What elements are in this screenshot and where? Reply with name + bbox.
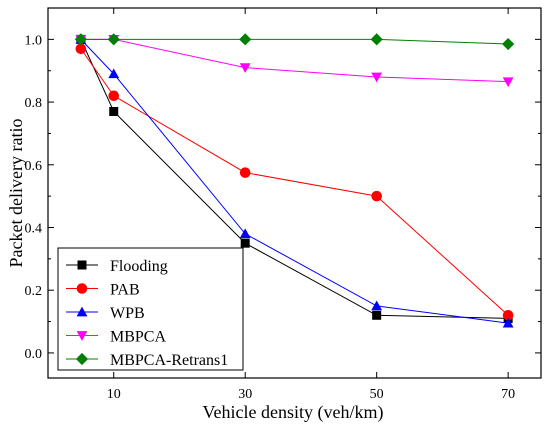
x-axis-label: Vehicle density (veh/km)	[203, 402, 384, 423]
x-tick-label: 70	[501, 387, 515, 402]
legend-item: WPB	[66, 305, 145, 322]
data-point	[74, 33, 87, 46]
data-point	[75, 43, 87, 55]
data-point	[239, 228, 251, 239]
legend-label: WPB	[110, 305, 145, 322]
y-tick-label: 1.0	[25, 33, 43, 48]
axis-ticks: 10 30 50 70 0.0 0.2 0.4 0.6 0.8 1.0	[25, 8, 541, 402]
legend-marker	[76, 331, 88, 341]
legend: Flooding PAB WPB MBPCA MBPCA-Retrans1	[57, 247, 244, 371]
legend-marker	[76, 306, 88, 317]
x-tick-label: 30	[238, 387, 252, 402]
y-tick-label: 0.0	[25, 347, 43, 362]
x-tick-label: 50	[370, 387, 384, 402]
data-point	[371, 190, 382, 202]
data-point	[502, 37, 515, 51]
data-point	[109, 106, 119, 116]
data-point	[239, 63, 251, 73]
plot-area	[47, 7, 542, 379]
legend-box	[57, 247, 244, 371]
legend-marker	[75, 352, 89, 366]
data-point	[502, 317, 514, 328]
legend-label: PAB	[110, 282, 140, 299]
legend-marker	[76, 283, 88, 294]
series-pab	[75, 43, 514, 321]
plot-frame	[47, 7, 542, 379]
legend-item: Flooding	[66, 258, 168, 275]
data-point	[239, 33, 252, 46]
series-lines	[74, 33, 515, 328]
series-mbpca-retrans1	[74, 33, 515, 51]
data-point	[108, 68, 120, 79]
y-tick-label: 0.4	[25, 221, 43, 236]
legend-item: MBPCA	[66, 329, 166, 346]
data-point	[240, 238, 250, 248]
data-point	[372, 310, 382, 320]
data-point	[371, 300, 383, 311]
data-point	[239, 167, 251, 178]
series-line	[80, 38, 509, 45]
legend-marker	[77, 260, 87, 270]
legend-item: MBPCA-Retrans1	[66, 352, 228, 369]
legend-label: Flooding	[110, 258, 168, 275]
series-line	[80, 38, 509, 83]
y-tick-label: 0.2	[25, 284, 43, 299]
data-point	[108, 90, 120, 102]
legend-label: MBPCA	[110, 329, 166, 346]
data-point	[107, 33, 120, 46]
data-point	[370, 33, 383, 46]
series-mbpca	[75, 35, 514, 88]
y-tick-label: 0.6	[25, 159, 43, 174]
x-tick-label: 10	[107, 387, 121, 402]
legend-label: MBPCA-Retrans1	[110, 352, 228, 369]
legend-item: PAB	[66, 282, 140, 299]
data-point	[371, 72, 383, 83]
y-tick-label: 0.8	[25, 96, 43, 111]
data-point	[502, 309, 514, 321]
data-point	[502, 77, 514, 88]
y-axis-label: Packet delivery ratio	[6, 119, 26, 268]
